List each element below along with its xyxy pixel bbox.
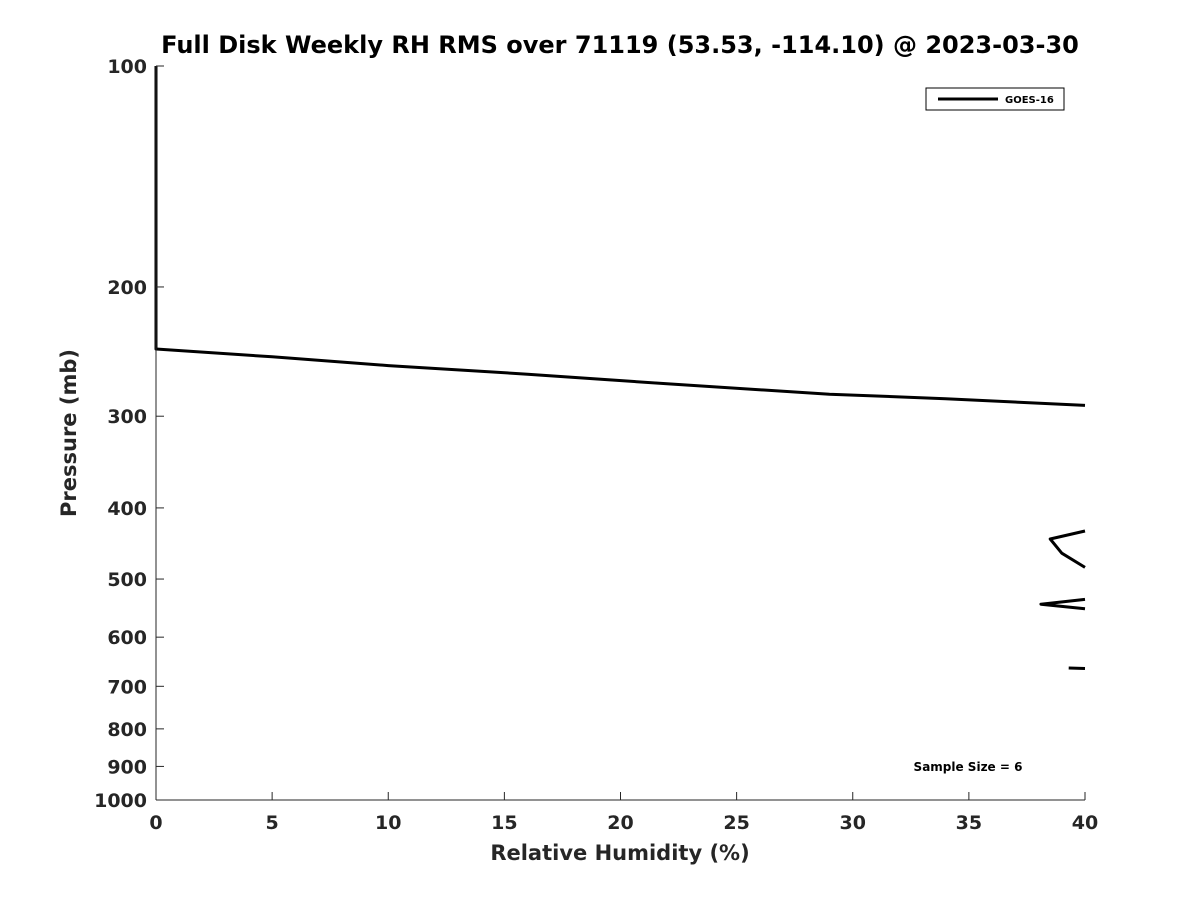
y-tick-label: 700 bbox=[107, 676, 147, 698]
y-axis-label: Pressure (mb) bbox=[57, 349, 81, 517]
y-tick-label: 1000 bbox=[94, 790, 147, 812]
series-layer bbox=[154, 66, 1086, 670]
x-tick-label: 35 bbox=[956, 812, 982, 834]
x-tick-label: 20 bbox=[607, 812, 633, 834]
series-line-goes-16 bbox=[154, 66, 1086, 407]
x-tick-label: 40 bbox=[1072, 812, 1098, 834]
y-ticks: 100 200 300 400 500 600 700 800 900 1000 bbox=[94, 56, 164, 812]
x-tick-label: 10 bbox=[375, 812, 401, 834]
sample-size-annotation: Sample Size = 6 bbox=[914, 760, 1023, 774]
y-tick-label: 900 bbox=[107, 756, 147, 778]
series-line-goes-16 bbox=[1048, 529, 1086, 569]
x-axis-label: Relative Humidity (%) bbox=[490, 841, 749, 865]
x-ticks: 0 5 10 15 20 25 30 35 40 bbox=[149, 792, 1098, 834]
y-tick-label: 400 bbox=[107, 498, 147, 520]
y-tick-label: 300 bbox=[107, 406, 147, 428]
y-tick-label: 100 bbox=[107, 56, 147, 78]
series-line-goes-16 bbox=[1039, 597, 1086, 611]
x-tick-label: 25 bbox=[723, 812, 749, 834]
legend: GOES-16 bbox=[925, 87, 1065, 111]
x-tick-label: 15 bbox=[491, 812, 517, 834]
plot-area: 0 5 10 15 20 25 30 35 40 100 200 300 400 500 600 700 80… bbox=[94, 56, 1098, 834]
series-line-goes-16 bbox=[1068, 666, 1086, 670]
y-tick-label: 500 bbox=[107, 569, 147, 591]
y-tick-label: 200 bbox=[107, 277, 147, 299]
chart-title: Full Disk Weekly RH RMS over 71119 (53.5… bbox=[161, 31, 1079, 59]
y-tick-label: 800 bbox=[107, 719, 147, 741]
x-tick-label: 0 bbox=[149, 812, 162, 834]
x-tick-label: 30 bbox=[840, 812, 866, 834]
x-tick-label: 5 bbox=[266, 812, 279, 834]
legend-label-goes-16: GOES-16 bbox=[1005, 95, 1054, 106]
y-tick-label: 600 bbox=[107, 627, 147, 649]
